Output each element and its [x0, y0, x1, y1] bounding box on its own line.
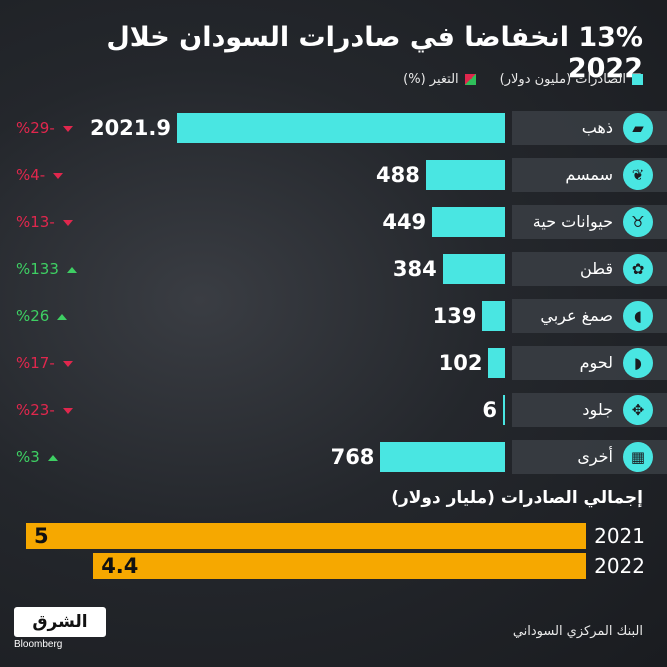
arrow-up-icon [57, 313, 68, 320]
change-value: %26 [16, 307, 50, 325]
change-label: %23- [16, 395, 73, 425]
value-label: 488 [376, 163, 420, 187]
change-label: %13- [16, 207, 73, 237]
livestock-icon: ♉ [623, 207, 653, 237]
leather-icon: ✥ [623, 395, 653, 425]
change-label: %3 [16, 442, 58, 472]
total-bar [26, 523, 586, 549]
category-label: جلود [582, 400, 613, 419]
bar [432, 207, 505, 237]
arrow-down-icon [62, 360, 73, 367]
change-label: %26 [16, 301, 68, 331]
category-label: لحوم [579, 353, 613, 372]
value-label: 384 [392, 257, 437, 281]
change-label: %133 [16, 254, 77, 284]
total-year-label: 2022 [594, 554, 645, 578]
arrow-down-icon [62, 407, 73, 414]
change-value: %23- [16, 401, 55, 419]
category-label: صمغ عربي [540, 306, 613, 325]
arrow-down-icon [62, 125, 73, 132]
change-value: %13- [16, 213, 55, 231]
change-label: %29- [16, 113, 73, 143]
arrow-down-icon [62, 219, 73, 226]
value-label: 768 [330, 445, 375, 469]
bar [503, 395, 505, 425]
meat-icon: ◗ [623, 348, 653, 378]
change-label: %17- [16, 348, 73, 378]
legend-exports-label: الصادرات (مليون دولار) [499, 72, 626, 87]
legend: الصادرات (مليون دولار) التغير (%) [403, 72, 643, 87]
logo: الشرق Bloomberg [14, 607, 106, 651]
value-label: 449 [382, 210, 427, 234]
change-value: %29- [16, 119, 55, 137]
category-label: قطن [580, 259, 613, 278]
total-year-label: 2021 [594, 524, 645, 548]
bar [482, 301, 505, 331]
category-label: أخرى [577, 447, 613, 466]
arrow-down-icon [53, 172, 64, 179]
legend-change-swatch [464, 74, 476, 85]
gum-arabic-icon: ◖ [623, 301, 653, 331]
bar [380, 442, 505, 472]
logo-text: الشرق [14, 607, 106, 637]
bar [177, 113, 505, 143]
bar [425, 160, 505, 190]
other-icon: ▦ [623, 442, 653, 472]
sesame-icon: ❦ [623, 160, 653, 190]
arrow-up-icon [47, 454, 58, 461]
arrow-up-icon [66, 266, 77, 273]
legend-exports-swatch [632, 74, 643, 85]
category-label: حيوانات حية [532, 212, 613, 231]
bar [442, 254, 505, 284]
change-value: %4- [16, 166, 46, 184]
value-label: 139 [432, 304, 477, 328]
change-label: %4- [16, 160, 64, 190]
change-value: %3 [16, 448, 40, 466]
gold-icon: ▰ [623, 113, 653, 143]
value-label: 102 [438, 351, 483, 375]
cotton-icon: ✿ [623, 254, 653, 284]
bar [488, 348, 505, 378]
change-value: %133 [16, 260, 59, 278]
category-label: سمسم [565, 165, 613, 184]
total-value-label: 5 [34, 524, 49, 548]
total-value-label: 4.4 [101, 554, 139, 578]
value-label: 2021.9 [89, 116, 171, 140]
source-label: البنك المركزي السوداني [512, 624, 643, 639]
value-label: 6 [482, 398, 497, 422]
total-title: إجمالي الصادرات (مليار دولار) [391, 488, 643, 508]
change-value: %17- [16, 354, 55, 372]
total-bar [93, 553, 586, 579]
category-label: ذهب [581, 118, 613, 137]
chart-title: 13% انخفاضا في صادرات السودان خلال 2022 [106, 22, 643, 84]
logo-sub: Bloomberg [14, 639, 63, 650]
legend-change-label: التغير (%) [403, 72, 459, 87]
